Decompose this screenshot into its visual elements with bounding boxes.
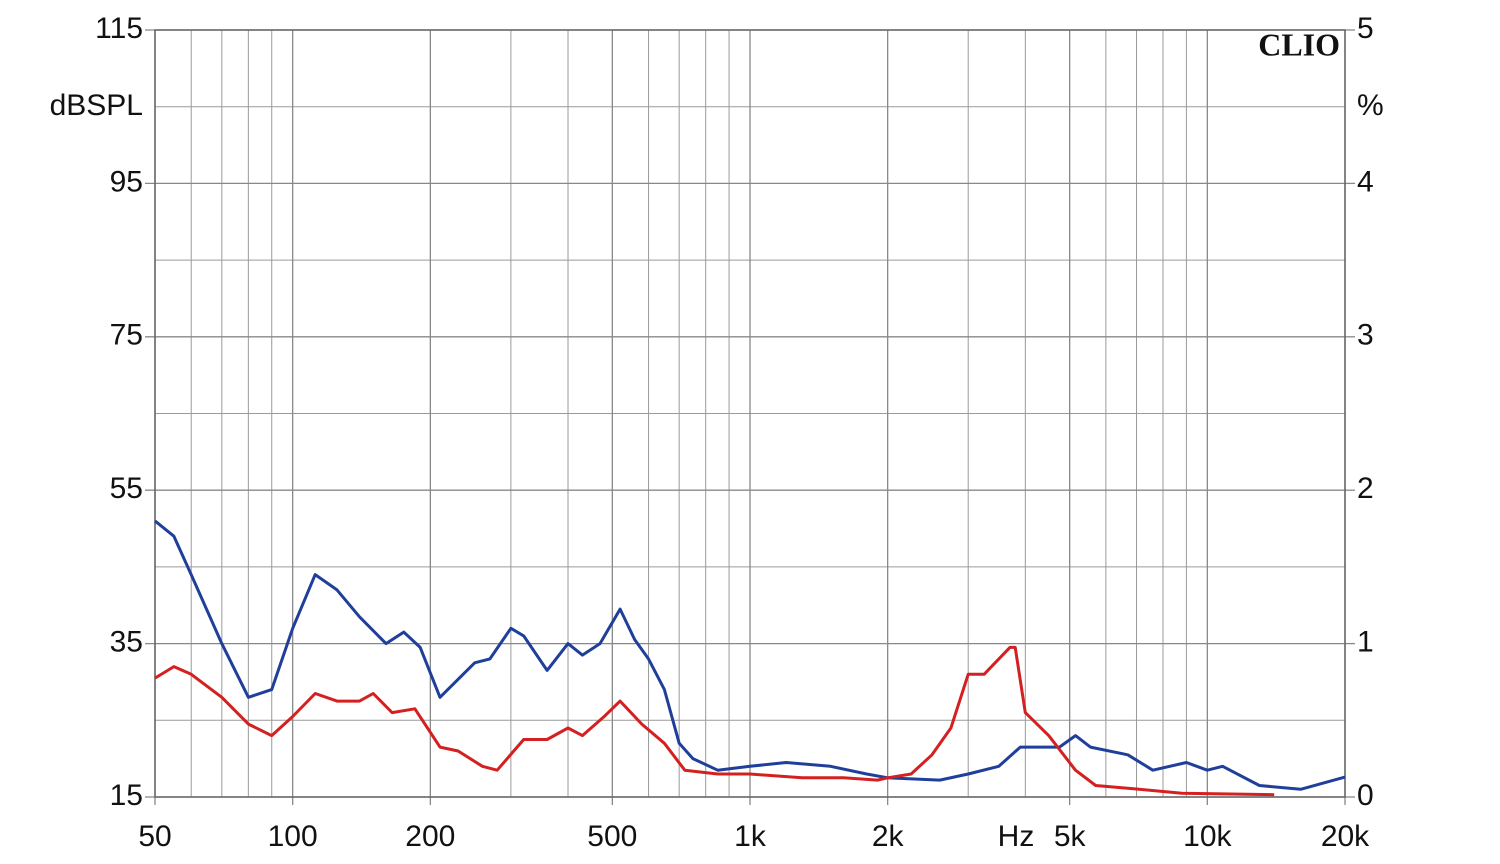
series-line (154, 519, 1346, 791)
y2-tick-label: 3 (1357, 319, 1374, 352)
y2-tick-label: 2 (1357, 472, 1374, 505)
x-tick-label: 10k (1183, 820, 1232, 853)
y-tick-label: 75 (110, 319, 143, 352)
x-tick-label: 20k (1321, 820, 1370, 853)
series-line (154, 645, 1275, 797)
y-tick-label: 35 (110, 626, 143, 659)
x-tick-label: 2k (872, 820, 905, 853)
x-tick-label: 1k (734, 820, 767, 853)
y2-tick-label: 5 (1357, 12, 1374, 45)
plot-frame (154, 29, 1346, 798)
y2-tick-label: 0 (1357, 779, 1374, 812)
y-tick-label: 55 (110, 472, 143, 505)
y-tick-label: 15 (110, 779, 143, 812)
y-axis-label: dBSPL (50, 89, 143, 122)
y2-tick-label: 1 (1357, 626, 1374, 659)
y-tick-label: 95 (110, 165, 143, 198)
x-tick-label: 50 (138, 820, 171, 853)
y2-axis-label: % (1357, 89, 1384, 122)
x-axis-label: Hz (998, 820, 1035, 853)
x-tick-label: 500 (587, 820, 637, 853)
x-tick-label: 5k (1054, 820, 1087, 853)
y-tick-label: 115 (95, 12, 143, 45)
x-tick-label: 100 (268, 820, 318, 853)
y2-tick-label: 4 (1357, 165, 1374, 198)
brand: CLIO (1258, 26, 1340, 62)
x-tick-label: 200 (405, 820, 455, 853)
